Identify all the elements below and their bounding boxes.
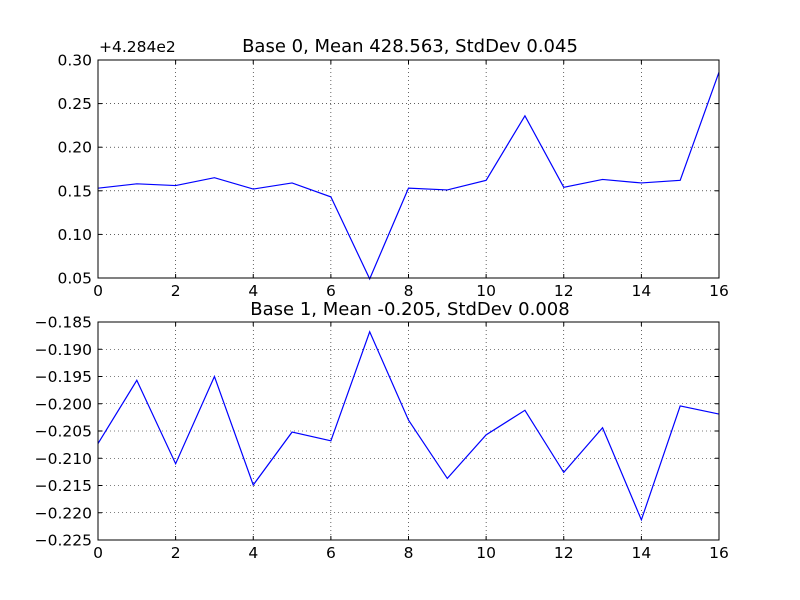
x-tick-label: 10 — [476, 544, 496, 562]
x-tick-label: 8 — [404, 544, 414, 562]
x-tick-label: 16 — [709, 282, 729, 300]
y-tick-label: −0.195 — [35, 368, 92, 386]
y-tick-label: −0.225 — [35, 532, 92, 550]
subplot-1-frame — [97, 321, 720, 541]
x-tick-label: 14 — [632, 282, 652, 300]
y-tick-label: 0.05 — [57, 270, 92, 288]
x-tick-label: 2 — [171, 544, 181, 562]
subplot-0-title: Base 0, Mean 428.563, StdDev 0.045 — [242, 36, 578, 57]
y-tick-label: −0.210 — [35, 450, 92, 468]
x-tick-label: 4 — [248, 282, 258, 300]
y-tick-label: 0.15 — [57, 182, 92, 200]
x-tick-label: 12 — [554, 544, 574, 562]
y-tick-label: 0.25 — [57, 95, 92, 113]
y-tick-label: −0.215 — [35, 477, 92, 495]
series-line — [97, 72, 720, 281]
y-tick-label: −0.205 — [35, 423, 92, 441]
x-tick-label: 0 — [93, 282, 103, 300]
subplot-1: Base 1, Mean -0.205, StdDev 0.008 0 2 4 6 8 1… — [35, 299, 729, 562]
x-tick-label: 16 — [709, 544, 729, 562]
subplot-1-y-tick-labels: −0.225 −0.220 −0.215 −0.210 −0.205 −0.200 −0.1… — [35, 314, 92, 550]
subplot-0-frame — [97, 59, 720, 279]
x-tick-label: 8 — [404, 282, 414, 300]
subplot-0: Base 0, Mean 428.563, StdDev 0.045 +4.28… — [57, 36, 728, 300]
x-tick-label: 6 — [326, 544, 336, 562]
subplot-0-series — [97, 72, 720, 281]
series-line — [97, 330, 720, 522]
subplot-0-x-tick-labels: 0 2 4 6 8 10 12 14 16 — [93, 282, 729, 300]
y-tick-label: 0.10 — [57, 226, 92, 244]
y-tick-label: 0.30 — [57, 52, 92, 70]
subplot-0-grid — [98, 60, 719, 278]
x-tick-label: 12 — [554, 282, 574, 300]
y-tick-label: −0.200 — [35, 395, 92, 413]
x-tick-label: 4 — [248, 544, 258, 562]
x-tick-label: 0 — [93, 544, 103, 562]
subplot-0-offset-label: +4.284e2 — [99, 38, 176, 56]
subplot-1-title: Base 1, Mean -0.205, StdDev 0.008 — [250, 299, 569, 320]
subplot-1-series — [97, 330, 720, 522]
y-tick-label: −0.185 — [35, 314, 92, 332]
x-tick-label: 10 — [476, 282, 496, 300]
subplot-0-y-tick-labels: 0.05 0.10 0.15 0.20 0.25 0.30 — [57, 52, 92, 288]
y-tick-label: −0.220 — [35, 504, 92, 522]
x-tick-label: 6 — [326, 282, 336, 300]
x-tick-label: 14 — [632, 544, 652, 562]
subplot-1-grid — [98, 322, 719, 540]
y-tick-label: −0.190 — [35, 341, 92, 359]
y-tick-label: 0.20 — [57, 139, 92, 157]
x-tick-label: 2 — [171, 282, 181, 300]
subplot-1-x-tick-labels: 0 2 4 6 8 10 12 14 16 — [93, 544, 729, 562]
